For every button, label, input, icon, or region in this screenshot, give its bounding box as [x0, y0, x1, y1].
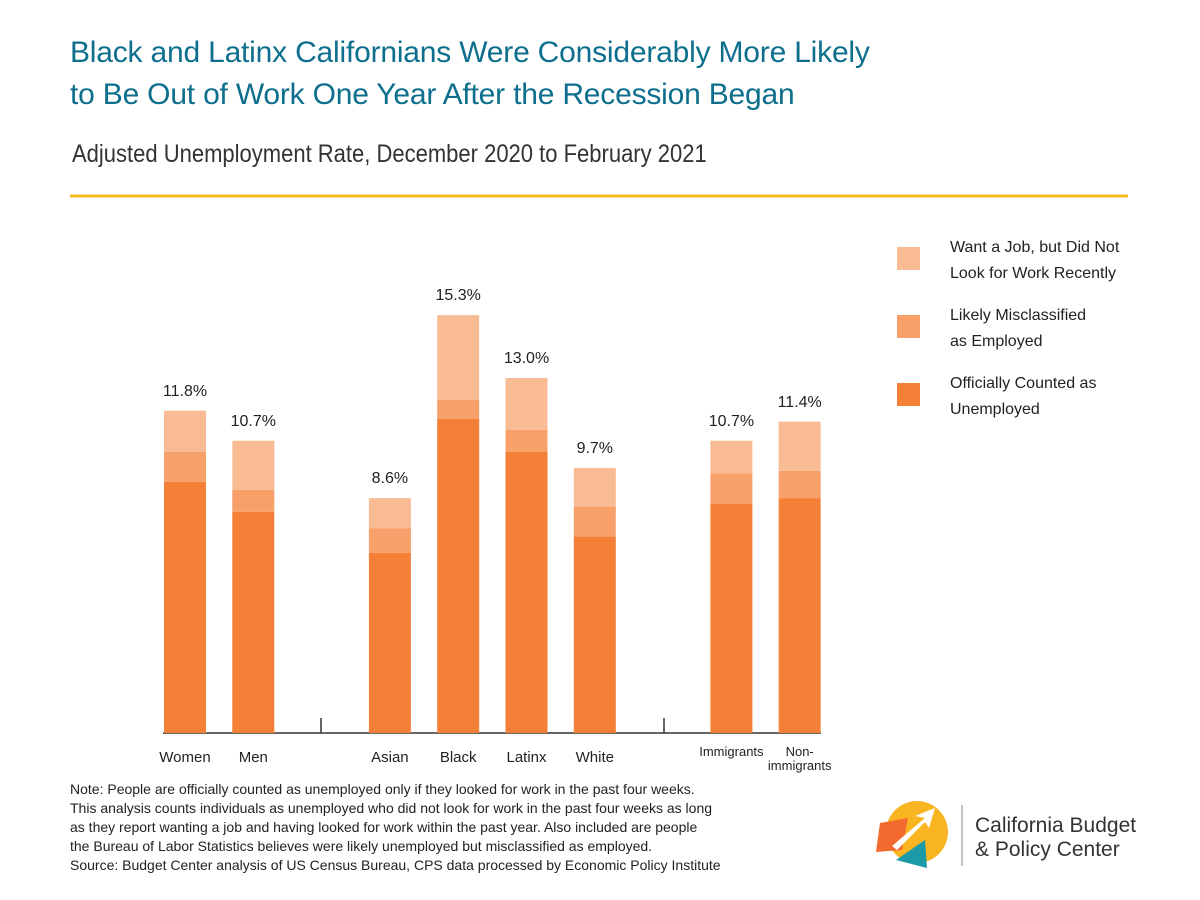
data-label: 13.0% [503, 349, 550, 367]
note-line: This analysis counts individuals as unem… [70, 800, 713, 816]
data-label: 10.7% [708, 412, 755, 430]
bar-segment [573, 468, 616, 507]
bar-segment [505, 377, 548, 430]
data-label: 11.8% [162, 382, 208, 400]
x-tick-label: Non- immigrants [767, 744, 832, 773]
bar-segment [164, 451, 206, 482]
bar-segment [778, 421, 821, 471]
bar-segment [505, 429, 548, 452]
note-line: Source: Budget Center analysis of US Cen… [70, 857, 721, 873]
x-tick-label: Asian [371, 749, 409, 766]
bar-segment [232, 440, 275, 490]
bar-segment [437, 315, 480, 400]
x-tick-label: Men [238, 749, 268, 766]
legend-swatch [897, 383, 920, 406]
bar-segment [232, 489, 275, 512]
data-label: 9.7% [576, 440, 614, 458]
note-line: as they report wanting a job and having … [70, 819, 698, 835]
note-line: Note: People are officially counted as u… [70, 781, 695, 797]
bar-segment [437, 399, 480, 419]
x-tick-label: Latinx [506, 749, 547, 766]
bar-segment [232, 511, 275, 733]
data-label: 15.3% [435, 287, 481, 305]
logo-text: & Policy Center [975, 838, 1120, 861]
note-line: the Bureau of Labor Statistics believes … [70, 838, 653, 854]
x-tick-label: Immigrants [699, 744, 764, 759]
bar-segment [505, 451, 548, 733]
bar-segment [437, 418, 480, 733]
logo-text: California Budget [975, 814, 1137, 837]
bar-segment [710, 503, 753, 733]
bar-segment [368, 528, 411, 553]
x-tick-label: White [575, 749, 614, 766]
x-tick-label: Women [159, 749, 211, 766]
legend-label: Want a Job, but Did Not Look for Work Re… [950, 239, 1120, 282]
bar-segment [368, 552, 411, 733]
data-label: 10.7% [230, 412, 276, 430]
bar-segment [573, 506, 616, 537]
bar-segment [573, 536, 616, 733]
bar-segment [778, 470, 821, 499]
notes: Note: People are officially counted as u… [70, 780, 721, 875]
chart-title: Black and Latinx Californians Were Consi… [70, 36, 870, 111]
data-label: 8.6% [371, 470, 409, 488]
legend-label: Likely Misclassified as Employed [950, 307, 1087, 350]
legend-swatch [897, 315, 920, 338]
x-tick-label: Black [439, 749, 477, 766]
bar-segment [164, 481, 206, 733]
bar-segment [164, 410, 206, 452]
bar-segment [710, 473, 753, 504]
chart-subtitle: Adjusted Unemployment Rate, December 202… [72, 140, 707, 168]
legend-label: Officially Counted as Unemployed [950, 375, 1097, 418]
bar-segment [778, 498, 821, 733]
data-label: 11.4% [777, 393, 822, 411]
bar-segment [710, 440, 753, 474]
bar-segment [368, 498, 411, 529]
logo-mark [876, 801, 948, 868]
legend-swatch [897, 247, 920, 270]
